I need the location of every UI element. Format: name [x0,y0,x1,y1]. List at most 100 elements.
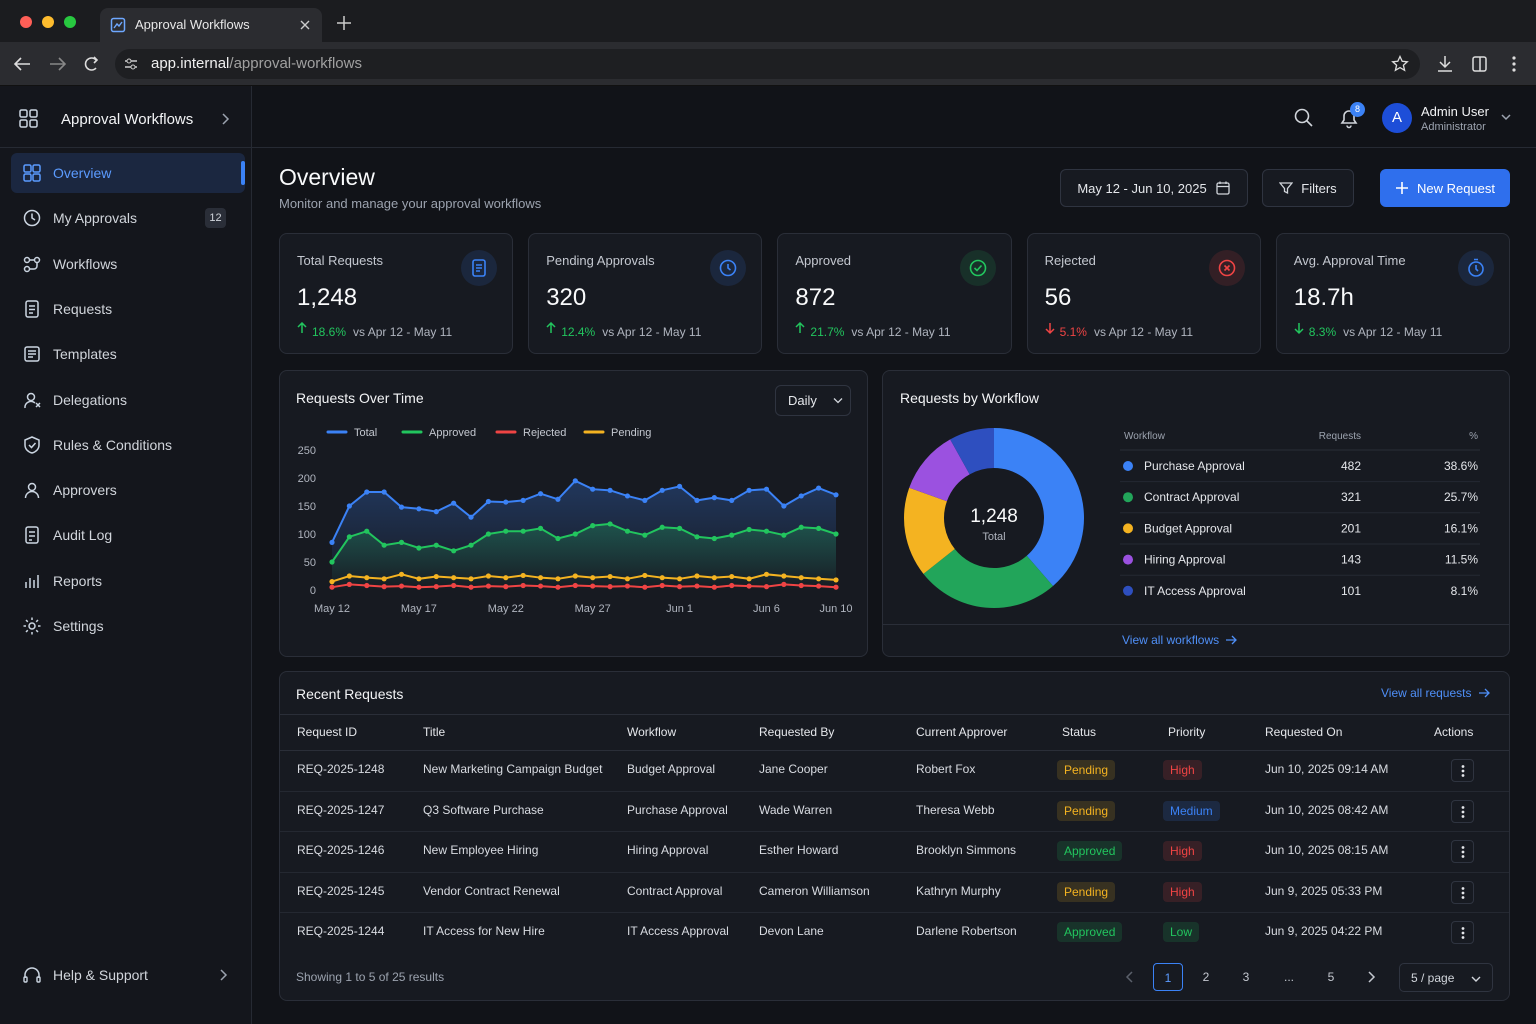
tab-close[interactable] [299,19,311,31]
column-header: Workflow [627,725,677,739]
nav-label: Templates [53,346,117,363]
help-item[interactable]: Help & Support [11,955,241,995]
nav-item[interactable]: Overview [11,153,245,193]
page-button[interactable]: 2 [1202,970,1210,984]
table-cell: REQ-2025-1247 [297,802,385,817]
user-menu[interactable] [1500,113,1512,123]
browser-actions[interactable] [1434,53,1528,75]
arrow-icon [1226,635,1238,645]
nav-item[interactable]: Audit Log [11,515,245,555]
nav-icon [24,435,40,454]
table-cell: Cameron Williamson [759,883,870,898]
kpi-change-row: 8.3% vs Apr 12 - May 11 [1294,322,1443,342]
url-bar[interactable]: app.internal/approval-workflows [115,49,1420,79]
row-actions[interactable] [1451,880,1474,904]
view-workflows[interactable]: View all workflows [1122,633,1238,647]
kpi-label: Pending Approvals [546,253,655,268]
kpi-icon-glyph [472,259,486,277]
kpi-comparison: vs Apr 12 - May 11 [602,325,702,339]
table-cell: Brooklyn Simmons [916,843,1017,858]
date-range[interactable]: May 12 - Jun 10, 2025 [1060,169,1248,207]
table-cell: Q3 Software Purchase [423,802,544,817]
table-cell: Hiring Approval [627,843,709,858]
table-cell: IT Access Approval [627,924,729,939]
nav-item[interactable]: Templates [11,334,245,374]
user-role: Administrator [1421,121,1486,133]
help-icon [23,967,41,983]
table-cell: Esther Howard [759,843,839,858]
kpi-icon [710,250,747,286]
view-requests[interactable]: View all requests [1381,686,1490,700]
new-request-label: New Request [1416,180,1496,196]
priority-badge: Low [1163,922,1200,943]
collapse[interactable] [220,112,232,126]
nav-item[interactable]: Workflows [11,244,245,284]
row-actions[interactable] [1451,840,1474,864]
url-path: /approval-workflows [229,55,362,72]
table-cell: Jun 9, 2025 05:33 PM [1265,883,1383,898]
view-requests-label: View all requests [1381,686,1472,700]
nav-icon [24,392,41,408]
kpi-comparison: vs Apr 12 - May 11 [1343,325,1443,339]
line-chart-title: Requests Over Time [296,390,424,406]
kpi-label: Approved [795,253,852,268]
notifications[interactable] [1338,107,1360,129]
filters[interactable]: Filters [1262,169,1354,207]
bookmark[interactable] [1391,55,1409,73]
next-page[interactable] [1363,969,1379,985]
nav-label: Overview [53,165,112,181]
browser-tab[interactable]: Approval Workflows [100,8,322,42]
nav-icon [23,164,41,182]
recent-card [279,671,1510,1001]
page-button[interactable]: ... [1283,970,1294,984]
date-range-label: May 12 - Jun 10, 2025 [1077,180,1207,196]
avatar[interactable]: A [1382,103,1412,133]
nav-item[interactable]: My Approvals 12 [11,198,245,238]
nav-label: Rules & Conditions [53,436,173,453]
row-actions[interactable] [1451,921,1474,945]
page-size[interactable]: 5 / page [1399,963,1493,992]
kpi-change: 18.6% [312,325,347,339]
page-subtitle: Monitor and manage your approval workflo… [279,196,542,211]
row-actions[interactable] [1451,799,1474,823]
nav-icon [25,526,39,545]
nav-item[interactable]: Settings [11,606,245,646]
nav-badge: 12 [205,208,226,229]
nav-item[interactable]: Delegations [11,380,245,420]
kpi-value: 320 [546,284,587,311]
nav-item[interactable]: Rules & Conditions [11,425,245,465]
new-request[interactable]: New Request [1380,169,1510,207]
kpi-icon-glyph [969,259,986,277]
site-info[interactable] [123,56,139,72]
table-cell: Kathryn Murphy [916,883,1001,898]
kebab-icon [1461,765,1465,777]
new-tab[interactable] [336,15,352,31]
nav-label: Reports [53,572,103,589]
page-button[interactable]: 1 [1153,963,1183,991]
table-cell: Robert Fox [916,762,976,776]
search[interactable] [1293,107,1315,129]
table-cell: Darlene Robertson [916,924,1017,939]
interval-select[interactable]: Daily [775,385,851,416]
status-badge: Pending [1057,760,1116,780]
nav-buttons[interactable] [10,52,110,76]
table-cell: REQ-2025-1245 [297,883,385,898]
kpi-value: 56 [1044,284,1072,311]
nav-icon [25,574,39,588]
prev-page[interactable] [1122,969,1138,985]
nav-item[interactable]: Approvers [11,470,245,510]
kebab-icon [1461,927,1465,940]
column-header: Request ID [297,725,358,739]
tab-icon [110,17,126,33]
interval-label: Daily [788,393,817,408]
page-button[interactable]: 3 [1242,970,1250,984]
donut-card [882,370,1510,657]
nav-icon [24,346,40,362]
row-rule [280,790,1509,792]
row-actions[interactable] [1451,759,1474,782]
status-badge: Approved [1057,922,1123,943]
nav-item[interactable]: Requests [11,289,245,329]
page-button[interactable]: 5 [1327,970,1335,984]
nav-item[interactable]: Reports [11,561,245,601]
table-cell: Budget Approval [627,762,716,776]
